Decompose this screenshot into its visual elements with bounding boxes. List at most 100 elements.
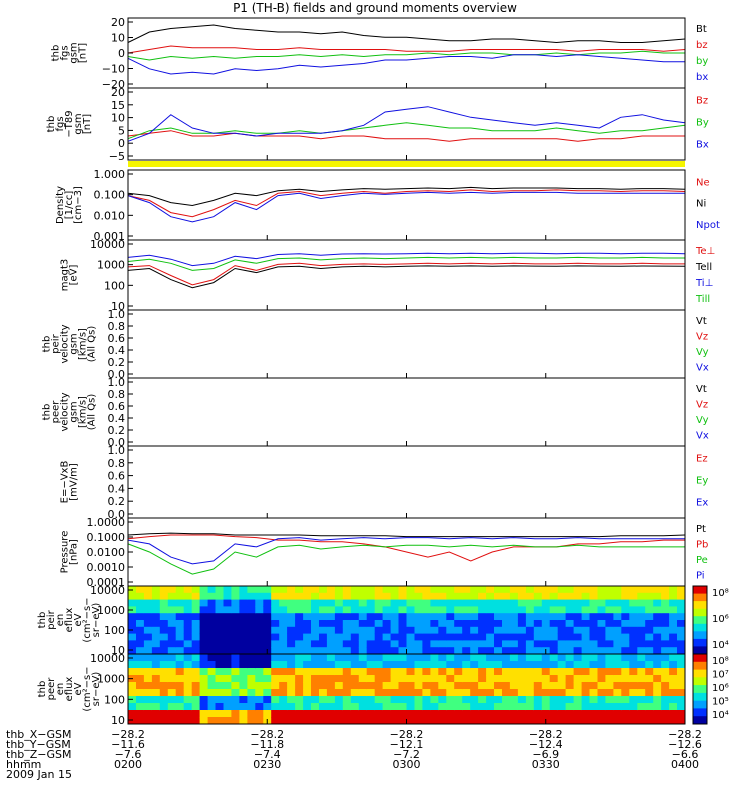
spectrogram-cell: [446, 696, 455, 704]
spectrogram-cell: [199, 717, 209, 725]
spectrogram-cell: [151, 668, 161, 676]
spectrogram-cell: [653, 626, 662, 635]
spectrogram-cell: [677, 682, 686, 690]
spectrogram-cell: [430, 654, 439, 662]
y-axis-label: thbfgsgsm[nT]: [51, 42, 89, 63]
legend-entry: Vx: [696, 430, 709, 441]
spectrogram-cell: [653, 586, 662, 594]
spectrogram-cell: [183, 606, 193, 614]
spectrogram-cell: [167, 717, 177, 725]
spectrogram-cell: [287, 633, 296, 641]
spectrogram-cell: [621, 717, 630, 725]
spectrogram-cell: [629, 633, 638, 641]
panel-frame: [127, 445, 686, 519]
footer-value: −7.2: [393, 748, 420, 761]
spectrogram-cell: [494, 654, 503, 662]
spectrogram-cell: [533, 668, 543, 676]
spectrogram-cell: [653, 675, 662, 683]
spectrogram-cell: [390, 633, 400, 641]
spectrogram-cell: [517, 586, 527, 594]
spectrogram-cell: [191, 682, 201, 690]
spectrogram-cell: [589, 586, 598, 594]
spectrogram-cell: [175, 703, 185, 711]
spectrogram-cell: [422, 613, 431, 621]
spectrogram-cell: [136, 717, 145, 725]
spectrogram-cell: [287, 703, 296, 711]
spectrogram-cell: [255, 633, 264, 641]
spectrogram-cell: [557, 668, 567, 676]
spectrogram-cell: [183, 710, 193, 718]
spectrogram-cell: [183, 689, 193, 697]
series-line-red: [127, 262, 685, 286]
spectrogram-cell: [406, 710, 415, 718]
colorbar-segment: [693, 616, 707, 625]
spectrogram-cell: [223, 682, 232, 690]
footer-value: −28.2: [529, 728, 563, 741]
y-axis-label-line: Density: [55, 186, 66, 224]
spectrogram-cell: [430, 633, 439, 641]
footer-value: 0330: [532, 758, 560, 771]
spectrogram-cell: [605, 661, 614, 669]
spectrogram-cell: [326, 626, 336, 635]
legend-entry: By: [696, 118, 709, 129]
spectrogram-cell: [342, 675, 352, 683]
spectrogram-cell: [319, 640, 328, 648]
y-axis-label-line: sr−eV): [91, 603, 102, 638]
spectrogram-cell: [422, 703, 431, 711]
spectrogram-cell: [621, 626, 630, 635]
colorbar-segment: [693, 623, 707, 632]
spectrogram-cell: [263, 592, 272, 601]
spectrogram-cell: [303, 668, 312, 676]
spectrogram-cell: [541, 654, 551, 662]
title: P1 (TH-B) fields and ground moments over…: [233, 1, 517, 15]
spectrogram-cell: [223, 592, 232, 601]
spectrogram-cell: [342, 703, 352, 711]
spectrogram-cell: [167, 592, 177, 601]
spectrogram-cell: [494, 696, 503, 704]
y-axis-label-line: peir: [51, 333, 62, 353]
spectrogram-cell: [398, 640, 407, 648]
spectrogram-cell: [334, 620, 344, 628]
spectrogram-cell: [215, 633, 224, 641]
spectrogram-cell: [326, 620, 336, 628]
spectrogram-cell: [136, 675, 145, 683]
spectrogram-cell: [159, 703, 169, 711]
spectrogram-cell: [605, 633, 614, 641]
spectrogram-cell: [390, 640, 400, 648]
spectrogram-cell: [509, 647, 519, 655]
spectrogram-cell: [151, 633, 161, 641]
spectrogram-cell: [637, 661, 646, 669]
spectrogram-cell: [509, 717, 519, 725]
spectrogram-cell: [541, 661, 551, 669]
spectrogram-cell: [430, 586, 439, 594]
spectrogram-cell: [207, 626, 217, 635]
spectrogram-cell: [629, 647, 638, 655]
y-axis-label-line: en: [55, 683, 66, 696]
spectrogram-cell: [677, 675, 686, 683]
spectrogram-cell: [143, 626, 153, 635]
spectrogram-cell: [128, 647, 137, 655]
spectrogram-cell: [175, 717, 185, 725]
spectrogram-cell: [414, 647, 423, 655]
spectrogram-cell: [215, 689, 224, 697]
y-tick-label: 0.0: [108, 368, 126, 381]
spectrogram-cell: [167, 661, 177, 669]
panel-frame: [127, 309, 686, 379]
spectrogram-cell: [326, 696, 336, 704]
spectrogram-cell: [128, 661, 137, 669]
spectrogram-cell: [406, 647, 415, 655]
spectrogram-cell: [374, 654, 384, 662]
spectrogram-cell: [319, 654, 328, 662]
y-axis-label-line: fgs: [55, 116, 66, 131]
spectrogram-cell: [557, 586, 567, 594]
spectrogram-cell: [533, 620, 543, 628]
spectrogram-cell: [565, 654, 575, 662]
colorbar-label: 10⁶: [712, 683, 729, 694]
spectrogram-cell: [143, 696, 153, 704]
spectrogram-cell: [677, 689, 686, 697]
spectrogram-cell: [462, 586, 471, 594]
spectrogram-cell: [366, 606, 376, 614]
spectrogram-cell: [215, 626, 224, 635]
y-tick-label: 10: [111, 300, 125, 313]
spectrogram-cell: [239, 668, 248, 676]
